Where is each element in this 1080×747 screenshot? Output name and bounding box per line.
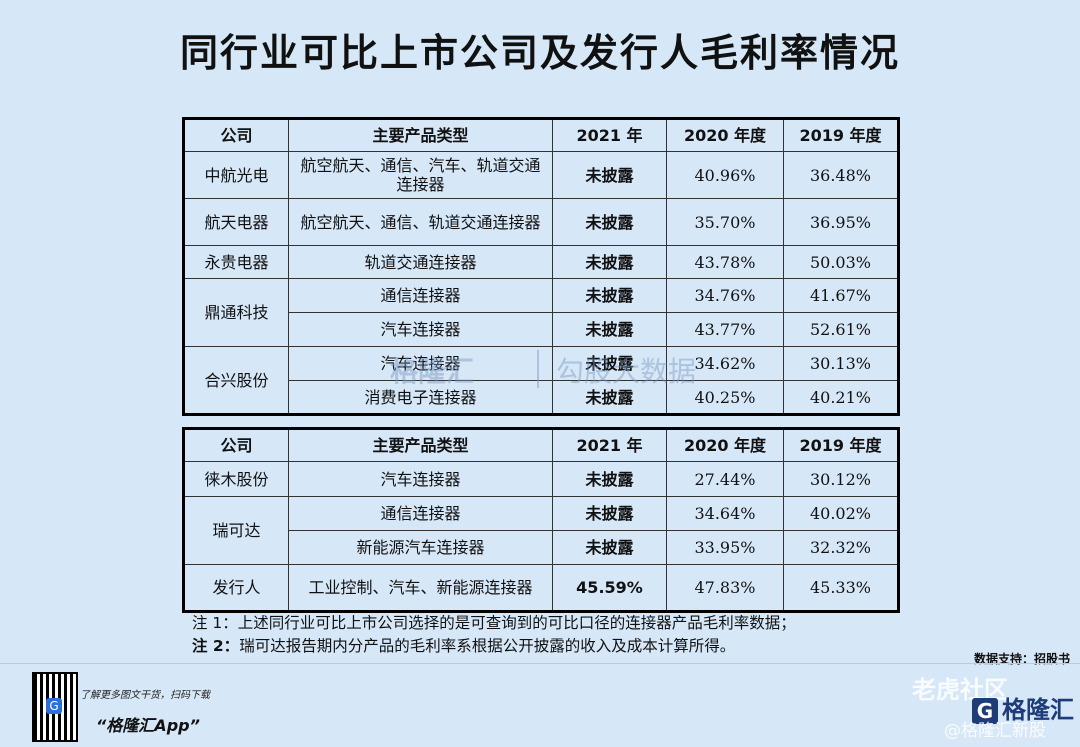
note-1: 注 1：上述同行业可比上市公司选择的是可查询到的可比口径的连接器产品毛利率数据； <box>192 612 796 635</box>
table-row: 永贵电器 轨道交通连接器 未披露 43.78% 50.03% <box>183 245 899 279</box>
app-name: “格隆汇App” <box>96 716 200 735</box>
value-2019-cell: 32.32% <box>783 530 899 566</box>
value-2020-cell: 43.78% <box>666 245 784 279</box>
value-2019-cell: 30.13% <box>783 346 899 381</box>
company-cell: 发行人 <box>183 564 289 612</box>
watermark-separator <box>537 350 539 388</box>
company-cell: 鼎通科技 <box>183 278 289 347</box>
header-2021: 2021 年 <box>552 118 667 152</box>
header-product: 主要产品类型 <box>288 118 553 152</box>
header-2019: 2019 年度 <box>783 427 899 463</box>
table-row: 新能源汽车连接器 未披露 33.95% 32.32% <box>184 530 899 566</box>
header-product: 主要产品类型 <box>288 427 553 463</box>
note-text: 瑞可达报告期内分产品的毛利率系根据公开披露的收入及成本计算所得。 <box>239 637 736 655</box>
watermark-text: @格隆汇新股 <box>944 721 1046 741</box>
header-company: 公司 <box>183 427 289 463</box>
value-2019-cell: 40.21% <box>783 380 899 415</box>
product-cell: 汽车连接器 <box>288 461 553 497</box>
company-cell: 永贵电器 <box>183 245 289 279</box>
product-cell: 汽车连接器 <box>288 312 553 347</box>
table-row: 发行人 工业控制、汽车、新能源连接器 45.59% 47.83% 45.33% <box>183 564 899 612</box>
qr-code-icon[interactable]: G <box>32 672 78 742</box>
table-row: 中航光电 航空航天、通信、汽车、轨道交通连接器 未披露 40.96% 36.48… <box>183 151 899 199</box>
value-2021-cell: 未披露 <box>552 495 667 532</box>
table-row: 徕木股份 汽车连接器 未披露 27.44% 30.12% <box>183 461 899 497</box>
value-2019-cell: 40.02% <box>783 495 899 532</box>
table-row: 消费电子连接器 未披露 40.25% 40.21% <box>184 380 899 415</box>
value-2020-cell: 34.76% <box>666 278 784 313</box>
value-2020-cell: 27.44% <box>666 461 784 497</box>
value-2020-cell: 40.25% <box>666 380 784 415</box>
product-cell: 航空航天、通信、轨道交通连接器 <box>288 198 553 246</box>
value-2020-cell: 34.62% <box>666 346 784 381</box>
logo-text: 格隆汇 <box>1002 696 1074 724</box>
table-row: 汽车连接器 未披露 43.77% 52.61% <box>184 312 899 347</box>
value-2021-cell: 未披露 <box>552 530 667 566</box>
table-header-row: 公司 主要产品类型 2021 年 2020 年度 2019 年度 <box>183 118 899 152</box>
product-cell: 工业控制、汽车、新能源连接器 <box>288 564 553 612</box>
company-cell: 瑞可达 <box>183 495 289 566</box>
issuer-comparison-table: 公司 主要产品类型 2021 年 2020 年度 2019 年度 徕木股份 汽车… <box>182 427 900 613</box>
table-header-row: 公司 主要产品类型 2021 年 2020 年度 2019 年度 <box>183 427 899 463</box>
company-cell: 中航光电 <box>183 151 289 199</box>
note-label: 注 2： <box>192 637 240 655</box>
note-label: 注 1： <box>192 614 238 632</box>
value-2021-cell: 未披露 <box>552 278 667 313</box>
logo-icon: G <box>972 698 998 724</box>
product-cell: 汽车连接器 <box>288 346 553 381</box>
value-2019-cell: 30.12% <box>783 461 899 497</box>
value-2021-cell: 未披露 <box>552 312 667 347</box>
comparable-companies-table: 公司 主要产品类型 2021 年 2020 年度 2019 年度 中航光电 航空… <box>182 117 900 416</box>
brand-logo: G 格隆汇 <box>972 690 1074 725</box>
value-2021-cell: 未披露 <box>552 346 667 381</box>
value-2021-cell: 未披露 <box>552 151 667 199</box>
value-2019-cell: 52.61% <box>783 312 899 347</box>
data-source: 数据支持：招股书 <box>973 652 1070 666</box>
value-2021-cell: 未披露 <box>552 461 667 497</box>
value-2020-cell: 40.96% <box>666 151 784 199</box>
notes: 注 1：上述同行业可比上市公司选择的是可查询到的可比口径的连接器产品毛利率数据；… <box>192 612 796 658</box>
product-cell: 消费电子连接器 <box>288 380 553 415</box>
value-2019-cell: 41.67% <box>783 278 899 313</box>
value-2020-cell: 35.70% <box>666 198 784 246</box>
footer-divider <box>0 663 1080 664</box>
product-cell: 通信连接器 <box>288 495 553 532</box>
table-row: 鼎通科技 通信连接器 未披露 34.76% 41.67% <box>183 278 899 347</box>
product-cell: 新能源汽车连接器 <box>288 530 553 566</box>
value-2021-cell: 未披露 <box>552 198 667 246</box>
qr-center-logo: G <box>46 698 62 714</box>
download-hint: 了解更多图文干货，扫码下载 <box>80 690 210 701</box>
value-2020-cell: 34.64% <box>666 495 784 532</box>
header-2021: 2021 年 <box>552 427 667 463</box>
header-company: 公司 <box>183 118 289 152</box>
value-2019-cell: 36.48% <box>783 151 899 199</box>
value-2019-cell: 50.03% <box>783 245 899 279</box>
company-cell: 航天电器 <box>183 198 289 246</box>
table-row: 航天电器 航空航天、通信、轨道交通连接器 未披露 35.70% 36.95% <box>183 198 899 246</box>
value-2021-cell: 未披露 <box>552 245 667 279</box>
product-cell: 通信连接器 <box>288 278 553 313</box>
company-cell: 徕木股份 <box>183 461 289 497</box>
table-row: 瑞可达 通信连接器 未披露 34.64% 40.02% <box>183 495 899 566</box>
header-2019: 2019 年度 <box>783 118 899 152</box>
value-2019-cell: 45.33% <box>783 564 899 612</box>
value-2020-cell: 33.95% <box>666 530 784 566</box>
product-cell: 航空航天、通信、汽车、轨道交通连接器 <box>288 151 553 199</box>
note-text: 上述同行业可比上市公司选择的是可查询到的可比口径的连接器产品毛利率数据； <box>237 614 796 632</box>
value-2020-cell: 43.77% <box>666 312 784 347</box>
value-2019-cell: 36.95% <box>783 198 899 246</box>
header-2020: 2020 年度 <box>666 427 784 463</box>
product-cell: 轨道交通连接器 <box>288 245 553 279</box>
value-2021-cell: 45.59% <box>552 564 667 612</box>
note-2: 注 2：瑞可达报告期内分产品的毛利率系根据公开披露的收入及成本计算所得。 <box>192 635 796 658</box>
company-cell: 合兴股份 <box>183 346 289 415</box>
value-2021-cell: 未披露 <box>552 380 667 415</box>
value-2020-cell: 47.83% <box>666 564 784 612</box>
page-title: 同行业可比上市公司及发行人毛利率情况 <box>179 31 900 75</box>
table-row: 合兴股份 汽车连接器 未披露 34.62% 30.13% <box>183 346 899 415</box>
header-2020: 2020 年度 <box>666 118 784 152</box>
